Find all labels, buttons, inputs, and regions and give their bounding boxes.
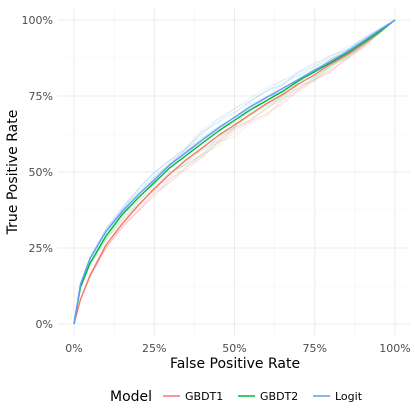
- fold-curve: [73, 19, 396, 325]
- tick-labels: 0% 25% 50% 75% 100% 0% 25% 50% 75% 100%: [22, 14, 411, 355]
- fold-curve: [73, 19, 396, 325]
- legend: Model GBDT1 GBDT2 Logit: [110, 389, 363, 405]
- y-tick-label: 0%: [36, 318, 53, 331]
- series-line: [73, 19, 396, 325]
- fold-curve: [73, 19, 396, 325]
- x-tick-label: 75%: [303, 342, 327, 355]
- series-lines: [73, 19, 396, 325]
- fold-curve: [73, 19, 396, 325]
- y-tick-label: 100%: [22, 14, 53, 27]
- legend-title: Model: [110, 389, 152, 405]
- fold-curve: [73, 19, 396, 325]
- x-tick-label: 100%: [379, 342, 410, 355]
- x-axis-title: False Positive Rate: [170, 356, 300, 372]
- x-tick-label: 0%: [65, 342, 82, 355]
- fold-curve: [73, 19, 396, 325]
- fold-curve: [73, 19, 396, 325]
- y-tick-label: 75%: [29, 90, 53, 103]
- legend-label: Logit: [335, 390, 363, 403]
- legend-label: GBDT2: [260, 390, 298, 403]
- x-tick-label: 25%: [142, 342, 166, 355]
- y-tick-label: 50%: [29, 166, 53, 179]
- series-line: [73, 19, 396, 325]
- grid: [58, 8, 410, 336]
- x-tick-label: 50%: [222, 342, 246, 355]
- y-tick-label: 25%: [29, 242, 53, 255]
- series-line: [73, 19, 396, 325]
- fold-curve: [73, 19, 396, 325]
- fold-curve: [73, 19, 396, 325]
- legend-label: GBDT1: [185, 390, 223, 403]
- fold-curve: [73, 19, 396, 325]
- fold-curve: [73, 19, 396, 325]
- y-axis-title: True Positive Rate: [5, 110, 21, 236]
- fold-curve: [73, 19, 396, 325]
